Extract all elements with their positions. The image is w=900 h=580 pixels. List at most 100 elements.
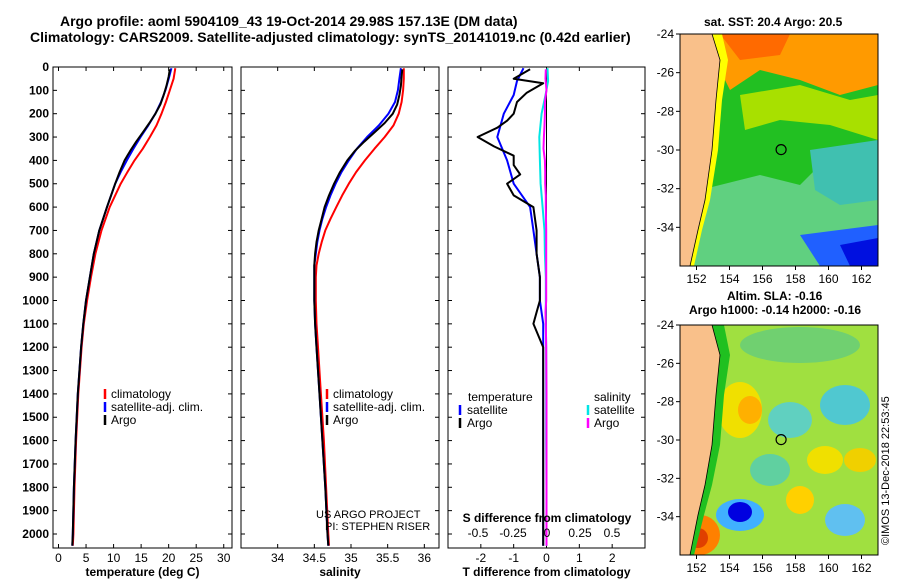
figure-title-line1: Argo profile: aoml 5904109_43 19-Oct-201… xyxy=(60,13,518,29)
sst-coastline xyxy=(689,34,721,266)
sla-blob-6 xyxy=(807,446,843,474)
depth-tick-label: 0 xyxy=(42,60,49,74)
x-axis-label: T difference from climatology xyxy=(462,565,630,579)
series-line xyxy=(542,69,548,546)
map-lat-label: -32 xyxy=(657,471,675,485)
map-lat-label: -30 xyxy=(657,143,675,157)
map-lat-label: -28 xyxy=(657,395,675,409)
depth-tick-label: 1100 xyxy=(23,317,49,331)
x-tick-label: 34 xyxy=(271,551,285,565)
pi-label: PI: STEPHEN RISER xyxy=(325,521,430,533)
sst-cooler-region xyxy=(810,140,878,205)
sst-coastal-band xyxy=(690,34,728,266)
project-label: US ARGO PROJECT xyxy=(316,509,421,521)
secondary-tick-label: -0.25 xyxy=(499,526,527,540)
legend-label: satellite xyxy=(467,403,508,417)
series-line xyxy=(314,68,405,546)
legend-label: Argo xyxy=(333,413,359,427)
salinity-frame xyxy=(240,66,440,549)
sla-blob-5 xyxy=(820,385,870,425)
x-tick-label: -2 xyxy=(475,551,486,565)
temperature-panel: 0100200300400500600700800900100011001200… xyxy=(22,60,233,579)
depth-tick-label: 300 xyxy=(29,130,49,144)
legend-label: satellite xyxy=(594,403,635,417)
sst-mid-region xyxy=(740,85,878,140)
sst-argo-position-marker xyxy=(775,144,787,156)
x-tick-label: 2 xyxy=(609,551,616,565)
x-tick-label: 34.5 xyxy=(303,551,327,565)
map-lon-label: 154 xyxy=(719,272,739,286)
map-lat-label: -28 xyxy=(657,104,675,118)
series-line xyxy=(71,68,177,546)
x-tick-label: 35.5 xyxy=(376,551,400,565)
sla-blob-1 xyxy=(740,327,860,363)
depth-tick-label: 1500 xyxy=(22,410,49,424)
sla-coastal-band xyxy=(690,325,730,555)
sst-map: -24 -26 -28 -30 -32 -34 152 154 156 158 160 162 xyxy=(657,27,879,286)
figure-title-line2: Climatology: CARS2009. Satellite-adjuste… xyxy=(30,29,631,45)
map-lon-label: 162 xyxy=(851,272,871,286)
legend-label: satellite-adj. clim. xyxy=(333,400,425,414)
sst-land xyxy=(680,34,720,266)
legend-label: climatology xyxy=(333,387,393,401)
x-tick-label: 1 xyxy=(576,551,583,565)
map-lon-label: 152 xyxy=(686,561,706,575)
depth-tick-label: 1400 xyxy=(22,387,49,401)
depth-tick-label: 1600 xyxy=(22,434,49,448)
legend-title-salinity: salinity xyxy=(594,390,631,404)
depth-tick-label: 1000 xyxy=(22,293,49,307)
map-lat-label: -26 xyxy=(657,356,675,370)
secondary-axis-label: S difference from climatology xyxy=(463,511,632,525)
secondary-tick-label: 0.5 xyxy=(604,526,621,540)
sla-blob-3 xyxy=(738,396,762,424)
series-line xyxy=(313,68,402,546)
depth-tick-label: 400 xyxy=(29,153,49,167)
map-lon-label: 158 xyxy=(785,272,805,286)
map-lat-label: -34 xyxy=(657,510,675,524)
profile-panels: 0100200300400500600700800900100011001200… xyxy=(22,60,646,579)
sla-blob-7 xyxy=(844,448,876,472)
sst-map-title: sat. SST: 20.4 Argo: 20.5 xyxy=(704,15,843,29)
depth-tick-label: 100 xyxy=(29,83,49,97)
map-lon-label: 160 xyxy=(818,272,838,286)
map-lon-label: 152 xyxy=(686,272,706,286)
sla-map-title-2: Argo h1000: -0.14 h2000: -0.16 xyxy=(689,303,862,317)
depth-tick-label: 1900 xyxy=(22,504,49,518)
map-lon-label: 160 xyxy=(818,561,838,575)
secondary-tick-label: 0.25 xyxy=(568,526,592,540)
legend-label: Argo xyxy=(111,413,137,427)
depth-tick-label: 700 xyxy=(29,223,49,237)
sla-coastline xyxy=(689,325,721,555)
depth-tick-label: 900 xyxy=(29,270,49,284)
legend-label: satellite-adj. clim. xyxy=(111,400,203,414)
x-tick-label: 35 xyxy=(344,551,358,565)
x-axis-label: temperature (deg C) xyxy=(85,565,199,579)
secondary-tick-label: 0 xyxy=(544,526,551,540)
sst-warmest-region xyxy=(720,34,790,60)
x-tick-label: 0 xyxy=(55,551,62,565)
sla-map: -24 -26 -28 -30 -32 -34 152 154 156 158 160 162 xyxy=(657,318,879,575)
sla-blob-12 xyxy=(825,504,865,536)
secondary-tick-label: -0.5 xyxy=(468,526,489,540)
depth-tick-label: 1700 xyxy=(22,457,49,471)
legend-title-temperature: temperature xyxy=(468,390,533,404)
series-line xyxy=(496,67,545,546)
sla-land xyxy=(680,325,720,555)
x-tick-label: 30 xyxy=(217,551,231,565)
x-tick-label: 25 xyxy=(190,551,204,565)
sla-blob-9 xyxy=(786,486,814,514)
depth-tick-label: 1300 xyxy=(22,364,49,378)
map-lat-label: -30 xyxy=(657,433,675,447)
map-lon-label: 156 xyxy=(752,561,772,575)
map-lon-label: 156 xyxy=(752,272,772,286)
depth-tick-label: 1800 xyxy=(22,480,49,494)
series-line xyxy=(71,69,171,546)
sla-map-title-1: Altim. SLA: -0.16 xyxy=(727,289,823,303)
series-line xyxy=(476,68,545,546)
map-lat-label: -34 xyxy=(657,220,675,234)
sla-argo-position-marker xyxy=(775,434,787,446)
sla-blob-4 xyxy=(768,402,812,438)
x-tick-label: 36 xyxy=(418,551,432,565)
x-tick-label: 0 xyxy=(543,551,550,565)
map-lat-label: -24 xyxy=(657,27,675,41)
